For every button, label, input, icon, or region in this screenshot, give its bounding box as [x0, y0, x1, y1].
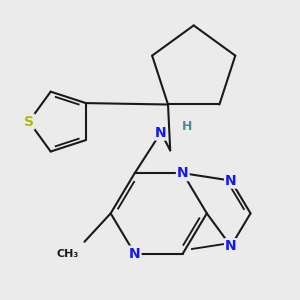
- Text: CH₃: CH₃: [57, 249, 79, 259]
- Text: N: N: [129, 247, 140, 261]
- Text: N: N: [225, 174, 237, 188]
- Text: N: N: [155, 125, 167, 140]
- Text: N: N: [225, 239, 237, 253]
- Text: H: H: [182, 120, 192, 133]
- Text: S: S: [24, 115, 34, 129]
- Text: N: N: [177, 166, 189, 180]
